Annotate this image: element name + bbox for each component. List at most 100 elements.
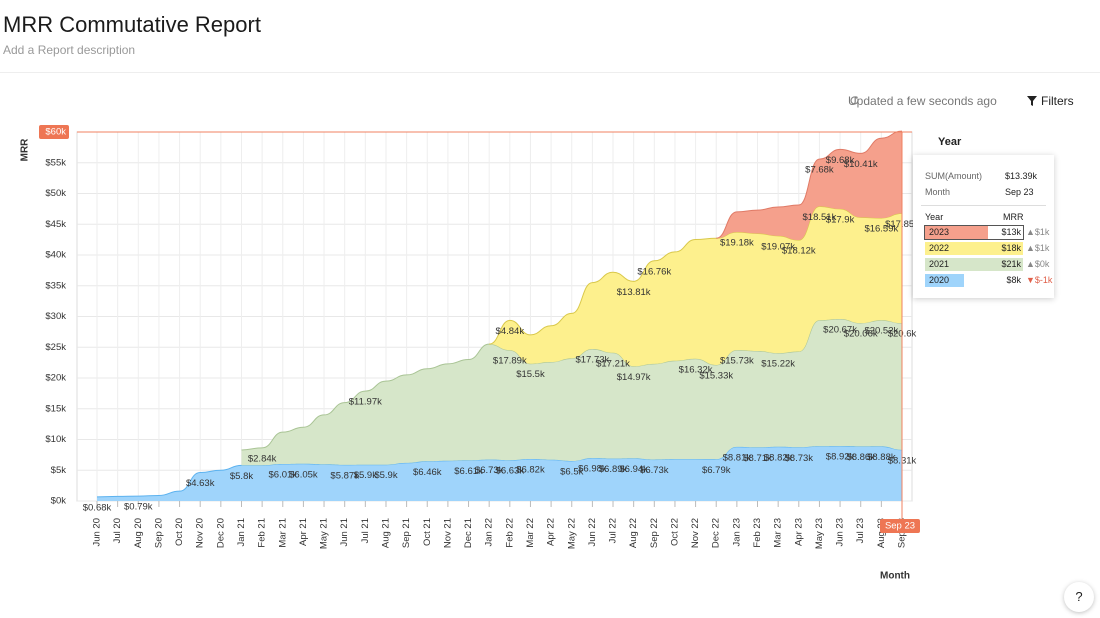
x-tick-label: Sep 23	[897, 518, 908, 548]
area-line	[716, 130, 903, 239]
y-tick-label: $45k	[45, 219, 66, 230]
row-bar	[925, 274, 965, 287]
data-label: $18.51k	[803, 212, 837, 223]
month-value: Sep 23	[1005, 187, 1034, 197]
data-label: $15.73k	[720, 356, 754, 367]
row-mrr: $18k	[1001, 243, 1021, 253]
data-label: $20.67k	[823, 325, 857, 336]
area	[241, 319, 902, 466]
x-tick-label: Jul 21	[360, 518, 371, 543]
row-bar	[925, 226, 988, 239]
data-label: $9.68k	[826, 155, 855, 166]
x-tick-label: May 22	[566, 518, 577, 549]
row-year: 2023	[929, 227, 950, 237]
x-tick-label: Jun 20	[92, 518, 103, 547]
y-tick-label: $10k	[45, 434, 66, 445]
data-label: $15.5k	[516, 369, 545, 380]
x-tick-label: Sep 21	[401, 518, 412, 548]
x-tick-label: Apr 21	[298, 518, 309, 546]
x-tick-label: Jan 22	[484, 518, 495, 547]
data-label: $8.73k	[785, 453, 814, 464]
y-tick-label: $15k	[45, 403, 66, 414]
row-mrr: $13k	[1001, 227, 1021, 237]
data-label: $5.9k	[354, 470, 377, 481]
row-bar	[925, 258, 1023, 271]
data-label: $18.12k	[782, 246, 816, 257]
tooltip-row: 2021 $21k ▲$0k	[925, 258, 1049, 271]
data-label: $15.33k	[699, 370, 733, 381]
y-tick-label: $55k	[45, 157, 66, 168]
row-change: ▲$1k	[1026, 227, 1050, 237]
help-button[interactable]: ?	[1064, 582, 1094, 612]
area	[489, 206, 902, 367]
highlight-box	[39, 125, 69, 139]
data-label: $8.82k	[764, 452, 793, 463]
data-label: $6.82k	[516, 465, 545, 476]
y-tick-label: $35k	[45, 280, 66, 291]
data-label: $6.98k	[578, 464, 607, 475]
column-header: Year	[925, 212, 944, 222]
data-label: $4.63k	[186, 478, 215, 489]
x-tick-label: Mar 21	[277, 518, 288, 548]
tooltip-month: Month Sep 23	[925, 187, 1043, 197]
x-axis-label: Month	[880, 571, 910, 582]
tooltip-row: 2020 $8k ▼$-1k	[925, 274, 1052, 287]
report-header: MRR Commutative Report Add a Report desc…	[0, 0, 1100, 73]
tooltip-title: Year	[938, 136, 962, 148]
x-tick-label: Nov 22	[690, 518, 701, 548]
highlight-box	[880, 519, 920, 533]
row-mrr: $8k	[1006, 275, 1021, 285]
x-tick-label: Aug 22	[628, 518, 639, 548]
data-label: $8.88k	[867, 452, 896, 463]
data-label: $19.07k	[761, 241, 795, 252]
x-tick-label: Mar 23	[773, 518, 784, 548]
y-tick-label: $20k	[45, 373, 66, 384]
sum-label: SUM(Amount)	[925, 171, 983, 181]
y-tick-label: $5k	[51, 465, 67, 476]
tooltip: SUM(Amount) $13.39k Month Sep 23 Year MRR …	[913, 155, 1054, 298]
data-label: $6.01k	[269, 470, 298, 481]
x-tick-label: May 23	[814, 518, 825, 549]
refresh-icon	[850, 96, 859, 105]
data-label: $6.94k	[619, 464, 648, 475]
x-tick-label: Jul 20	[112, 518, 123, 543]
x-tick-label: Feb 21	[257, 518, 268, 548]
x-tick-label: Dec 21	[463, 518, 474, 548]
report-description[interactable]: Add a Report description	[3, 43, 136, 57]
data-label: $6.89k	[599, 464, 628, 475]
month-label: Month	[925, 187, 951, 197]
data-label: $15.22k	[761, 359, 795, 370]
data-label: $6.79k	[702, 465, 731, 476]
x-tick-label: Nov 20	[195, 518, 206, 548]
data-label: $14.97k	[617, 372, 651, 383]
x-tick-label: Jan 23	[731, 518, 742, 547]
data-label: $0.79k	[124, 502, 153, 513]
y-tick-label: $25k	[45, 342, 66, 353]
x-tick-label: Nov 21	[442, 518, 453, 548]
filters-button[interactable]: Filters	[1041, 94, 1074, 108]
data-label: $20.52k	[864, 326, 898, 337]
y-tick-label: $0k	[51, 496, 67, 507]
x-tick-label: May 21	[319, 518, 330, 549]
x-tick-label: Sep 20	[153, 518, 164, 548]
y-tick-label: $40k	[45, 250, 66, 261]
updated-status: Updated a few seconds ago	[848, 94, 997, 108]
y-tick-highlight: $60k	[45, 127, 66, 138]
data-label: $7.68k	[805, 165, 834, 176]
x-tick-label: Sep 22	[649, 518, 660, 548]
x-tick-label: Oct 21	[422, 518, 433, 546]
x-tick-label: Jan 21	[236, 518, 247, 547]
data-label: $0.68k	[83, 502, 112, 513]
tooltip-row: 2022 $18k ▲$1k	[925, 242, 1049, 255]
x-tick-label: Dec 20	[215, 518, 226, 548]
x-tick-label: Jun 22	[587, 518, 598, 547]
x-tick-label: Oct 22	[669, 518, 680, 546]
data-label: $8.71k	[743, 453, 772, 464]
x-tick-label: Feb 22	[504, 518, 515, 548]
data-label: $20.06k	[844, 329, 878, 340]
data-label: $6.63k	[496, 466, 525, 477]
data-label: $11.97k	[349, 397, 382, 408]
area-line	[241, 318, 903, 451]
data-label: $5.9k	[374, 470, 397, 481]
